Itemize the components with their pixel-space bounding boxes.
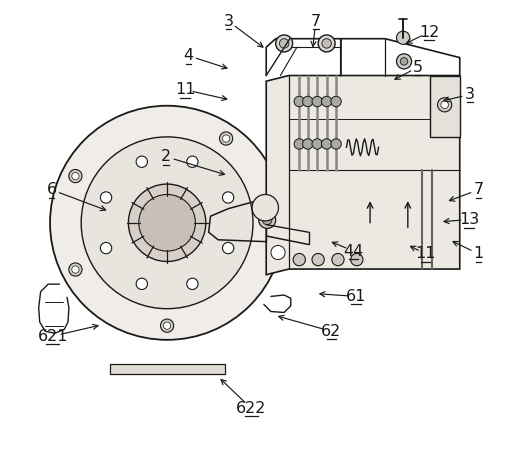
Circle shape <box>161 319 174 332</box>
Text: 7: 7 <box>473 182 484 197</box>
Text: 6: 6 <box>47 182 56 197</box>
Text: 62: 62 <box>321 324 342 339</box>
Circle shape <box>351 253 363 266</box>
Circle shape <box>100 192 112 203</box>
Circle shape <box>294 96 304 107</box>
Circle shape <box>332 253 344 266</box>
Text: 12: 12 <box>419 25 439 40</box>
Circle shape <box>322 139 332 149</box>
Polygon shape <box>109 364 225 374</box>
Text: 61: 61 <box>346 289 366 304</box>
Circle shape <box>69 263 82 276</box>
Polygon shape <box>266 76 460 275</box>
Circle shape <box>272 186 281 195</box>
Circle shape <box>222 192 234 203</box>
Circle shape <box>312 96 322 107</box>
Circle shape <box>279 39 289 48</box>
Circle shape <box>252 194 278 221</box>
Circle shape <box>312 253 324 266</box>
Circle shape <box>318 35 335 52</box>
Text: 44: 44 <box>344 244 363 259</box>
Circle shape <box>312 139 322 149</box>
Circle shape <box>164 322 170 329</box>
Circle shape <box>303 139 313 149</box>
Circle shape <box>294 139 304 149</box>
Circle shape <box>187 156 198 168</box>
Circle shape <box>81 137 253 309</box>
Circle shape <box>72 172 79 180</box>
Circle shape <box>276 35 293 52</box>
Text: 11: 11 <box>175 82 195 97</box>
Text: 7: 7 <box>311 14 321 29</box>
Circle shape <box>263 215 272 225</box>
Text: 4: 4 <box>183 48 194 63</box>
Polygon shape <box>430 76 460 137</box>
Circle shape <box>136 278 147 289</box>
Circle shape <box>187 278 198 289</box>
Circle shape <box>303 96 313 107</box>
Circle shape <box>322 96 332 107</box>
Text: 5: 5 <box>413 59 423 75</box>
Circle shape <box>271 245 285 260</box>
Text: 1: 1 <box>473 246 484 261</box>
Text: 621: 621 <box>38 329 68 344</box>
Circle shape <box>331 139 342 149</box>
Circle shape <box>396 54 412 69</box>
Circle shape <box>220 132 233 145</box>
Circle shape <box>322 39 332 48</box>
Circle shape <box>50 106 284 340</box>
Text: 2: 2 <box>161 149 171 164</box>
Circle shape <box>293 253 305 266</box>
Circle shape <box>259 211 276 228</box>
Circle shape <box>72 266 79 273</box>
Text: 3: 3 <box>465 87 475 102</box>
Circle shape <box>100 243 112 254</box>
Circle shape <box>331 96 342 107</box>
Circle shape <box>128 184 206 261</box>
Circle shape <box>222 135 230 142</box>
Circle shape <box>438 98 452 112</box>
Circle shape <box>69 169 82 183</box>
Text: 622: 622 <box>236 401 266 416</box>
Circle shape <box>400 58 408 65</box>
Text: 3: 3 <box>223 14 233 29</box>
Text: 13: 13 <box>459 212 479 227</box>
Text: 11: 11 <box>415 246 436 261</box>
Circle shape <box>441 101 448 109</box>
Circle shape <box>136 156 147 168</box>
Circle shape <box>396 31 410 44</box>
Circle shape <box>222 243 234 254</box>
Circle shape <box>139 194 196 251</box>
